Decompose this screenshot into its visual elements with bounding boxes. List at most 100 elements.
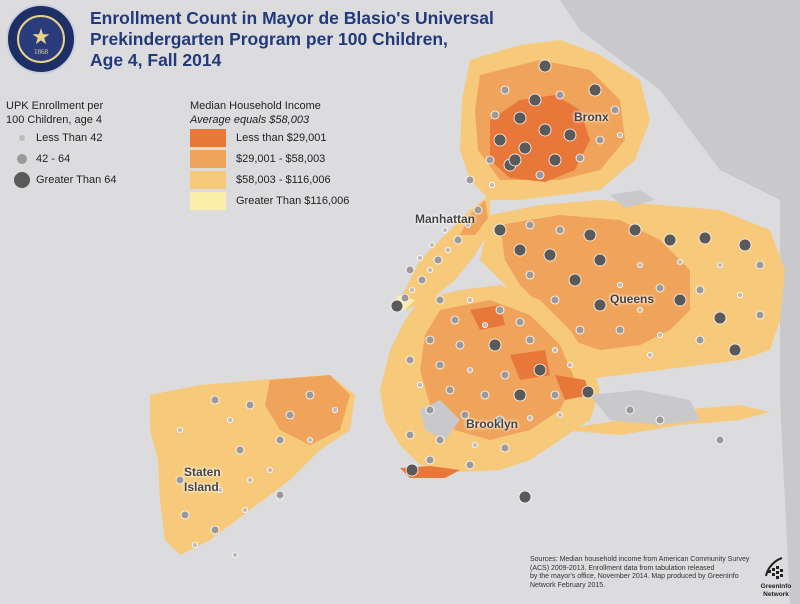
- seal-star-icon: ★: [31, 24, 51, 49]
- staten-island-region: [150, 375, 355, 555]
- enrollment-dot: [480, 390, 490, 400]
- upk-legend-label: Greater Than 64: [36, 174, 117, 186]
- enrollment-dot: [655, 415, 665, 425]
- borough-label-brooklyn: Brooklyn: [466, 417, 519, 431]
- income-swatch: [190, 192, 226, 210]
- enrollment-dot: [617, 281, 624, 288]
- enrollment-dot: [563, 128, 577, 142]
- enrollment-dot: [500, 370, 510, 380]
- medium-dot-icon: [17, 154, 27, 164]
- enrollment-dot: [513, 243, 527, 257]
- enrollment-dot: [500, 443, 510, 453]
- enrollment-dot: [191, 542, 198, 549]
- enrollment-dot: [210, 525, 220, 535]
- greeninfo-text: GreenInfo Network: [756, 583, 796, 598]
- enrollment-dot: [673, 293, 687, 307]
- enrollment-dot: [485, 155, 495, 165]
- income-swatch: [190, 129, 226, 147]
- enrollment-dot: [525, 270, 535, 280]
- enrollment-dot: [231, 552, 238, 559]
- enrollment-dot: [216, 486, 223, 493]
- enrollment-dot: [581, 385, 595, 399]
- enrollment-dot: [453, 235, 463, 245]
- enrollment-dot: [655, 283, 665, 293]
- enrollment-dot: [567, 361, 574, 368]
- enrollment-dot: [543, 248, 557, 262]
- enrollment-dot: [445, 385, 455, 395]
- jfk-bay: [590, 390, 700, 425]
- enrollment-dot: [737, 291, 744, 298]
- enrollment-dot: [465, 175, 475, 185]
- enrollment-dot: [557, 411, 564, 418]
- enrollment-dot: [677, 258, 684, 265]
- enrollment-dot: [306, 436, 313, 443]
- staten-north-mid: [265, 375, 350, 445]
- long-island-land: [780, 190, 800, 604]
- enrollment-dot: [235, 445, 245, 455]
- queens-mid: [500, 215, 690, 350]
- enrollment-dot: [176, 426, 183, 433]
- enrollment-dot: [405, 430, 415, 440]
- enrollment-dot: [331, 406, 338, 413]
- enrollment-dot: [441, 226, 448, 233]
- enrollment-dot: [180, 510, 190, 520]
- enrollment-dot: [738, 238, 752, 252]
- enrollment-dot: [425, 455, 435, 465]
- enrollment-dot: [527, 414, 534, 421]
- upk-dots: [175, 59, 765, 559]
- enrollment-dot: [405, 355, 415, 365]
- title-line-3: Age 4, Fall 2014: [90, 50, 222, 70]
- borough-label-queens: Queens: [610, 292, 655, 306]
- enrollment-dot: [464, 221, 471, 228]
- upk-legend-item: 42 - 64: [6, 150, 176, 169]
- title-line-2: Prekindergarten Program per 100 Children…: [90, 29, 448, 49]
- enrollment-dot: [575, 325, 585, 335]
- enrollment-dot: [698, 231, 712, 245]
- enrollment-dot: [433, 255, 443, 265]
- enrollment-dot: [471, 441, 478, 448]
- enrollment-dot: [525, 220, 535, 230]
- greeninfo-line-1: GreenInfo: [760, 583, 792, 590]
- greeninfo-logo: GreenInfo Network: [756, 556, 796, 600]
- upk-legend-label: Less Than 42: [36, 132, 103, 144]
- enrollment-dot: [390, 299, 404, 313]
- income-legend-item: $58,003 - $116,006: [190, 169, 420, 190]
- enrollment-dot: [245, 400, 255, 410]
- enrollment-dot: [466, 366, 473, 373]
- enrollment-dot: [637, 306, 644, 313]
- enrollment-dot: [518, 141, 532, 155]
- enrollment-dot: [473, 205, 483, 215]
- large-dot-icon: [14, 172, 30, 188]
- university-seal: ★ 1868: [6, 4, 76, 74]
- greeninfo-mark-icon: [765, 557, 783, 579]
- enrollment-dot: [210, 395, 220, 405]
- new-jersey-land: [560, 0, 800, 210]
- enrollment-dot: [435, 295, 445, 305]
- income-legend-label: Greater Than $116,006: [236, 195, 350, 207]
- enrollment-dot: [405, 463, 419, 477]
- sources-note: Sources: Median household income from Am…: [530, 556, 770, 590]
- enrollment-dot: [275, 490, 285, 500]
- surrounding-land: [560, 0, 800, 604]
- enrollment-dot: [175, 475, 185, 485]
- upk-legend-heading-1: UPK Enrollment per: [6, 100, 104, 112]
- staten-line-1: Staten: [184, 465, 221, 479]
- enrollment-dot: [266, 466, 273, 473]
- income-legend-item: $29,001 - $58,003: [190, 148, 420, 169]
- small-dot-icon: [19, 135, 25, 141]
- enrollment-dot: [715, 435, 725, 445]
- enrollment-dot: [610, 105, 620, 115]
- borough-label-manhattan: Manhattan: [415, 212, 475, 226]
- enrollment-dot: [425, 405, 435, 415]
- enrollment-dot: [416, 381, 423, 388]
- sources-line-2: (ACS) 2009-2013. Enrollment data from ta…: [530, 564, 715, 572]
- enrollment-dot: [728, 343, 742, 357]
- enrollment-dot: [755, 260, 765, 270]
- enrollment-dot: [435, 435, 445, 445]
- enrollment-dot: [500, 85, 510, 95]
- income-legend-label: $29,001 - $58,003: [236, 153, 326, 165]
- enrollment-dot: [552, 346, 559, 353]
- enrollment-dot: [490, 110, 500, 120]
- income-legend-heading: Median Household Income: [190, 100, 321, 112]
- enrollment-dot: [575, 153, 585, 163]
